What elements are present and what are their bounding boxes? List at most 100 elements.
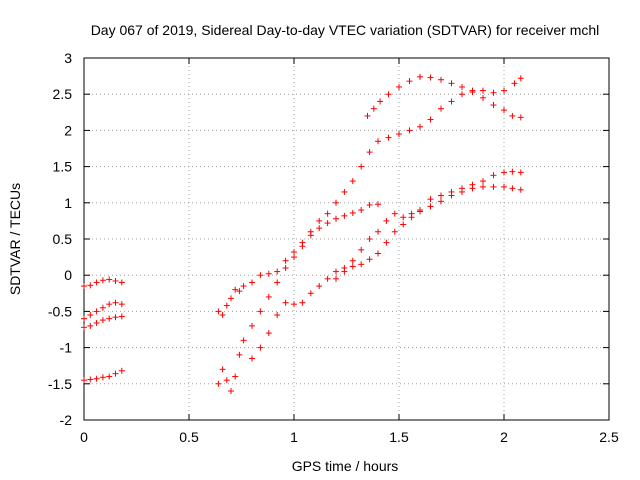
data-point bbox=[249, 279, 255, 286]
series-early-a bbox=[81, 276, 125, 290]
data-point bbox=[517, 75, 524, 82]
data-point bbox=[358, 246, 365, 253]
data-point bbox=[81, 377, 87, 384]
data-point bbox=[106, 315, 113, 322]
data-point bbox=[358, 207, 365, 214]
data-point bbox=[490, 102, 497, 109]
data-point bbox=[480, 178, 486, 185]
data-point bbox=[469, 181, 476, 188]
data-point bbox=[282, 299, 289, 306]
data-point bbox=[438, 198, 444, 205]
y-axis-label: SDTVAR / TECUs bbox=[7, 183, 23, 295]
data-point bbox=[215, 308, 222, 315]
series-sat-4 bbox=[249, 183, 524, 362]
data-point bbox=[324, 220, 331, 227]
data-point bbox=[517, 114, 524, 121]
data-point bbox=[375, 138, 381, 145]
data-point bbox=[501, 107, 507, 114]
y-tick-label: -2 bbox=[60, 412, 73, 428]
data-point bbox=[324, 275, 331, 282]
data-point bbox=[438, 192, 444, 199]
x-tick-label: 2 bbox=[500, 429, 508, 445]
data-point bbox=[257, 344, 264, 351]
data-point bbox=[81, 315, 87, 322]
data-point bbox=[511, 80, 518, 87]
data-point bbox=[265, 330, 272, 337]
data-point bbox=[364, 112, 371, 119]
data-point bbox=[349, 209, 356, 216]
data-point bbox=[232, 373, 239, 380]
data-point bbox=[370, 105, 377, 112]
data-point bbox=[93, 308, 100, 315]
data-point bbox=[501, 183, 507, 190]
data-point bbox=[341, 188, 348, 195]
data-point bbox=[448, 188, 455, 195]
data-point bbox=[448, 98, 455, 105]
data-point bbox=[307, 290, 314, 297]
series-sat-3 bbox=[215, 201, 381, 395]
data-point bbox=[333, 275, 339, 282]
data-point bbox=[501, 87, 507, 94]
series-sat-2 bbox=[364, 73, 524, 121]
data-point bbox=[427, 74, 434, 81]
data-point bbox=[406, 127, 413, 134]
data-point bbox=[366, 149, 373, 156]
y-tick-label: -0.5 bbox=[48, 303, 72, 319]
data-point bbox=[349, 178, 356, 185]
data-point bbox=[93, 279, 100, 286]
data-point bbox=[257, 308, 264, 315]
data-point bbox=[400, 221, 407, 228]
data-point bbox=[427, 203, 434, 210]
data-point bbox=[517, 169, 524, 176]
data-point bbox=[265, 270, 272, 277]
data-point bbox=[236, 288, 243, 295]
data-point bbox=[299, 299, 306, 306]
data-point bbox=[501, 169, 507, 176]
data-point bbox=[81, 324, 87, 331]
data-point bbox=[375, 201, 381, 208]
data-point bbox=[408, 210, 415, 217]
data-point bbox=[417, 207, 423, 214]
data-point bbox=[232, 286, 239, 293]
data-point bbox=[118, 301, 125, 308]
data-point bbox=[299, 243, 306, 250]
data-point bbox=[391, 228, 398, 235]
x-tick-label: 0 bbox=[80, 429, 88, 445]
series-early-b bbox=[81, 299, 125, 322]
data-point bbox=[240, 283, 247, 290]
y-tick-label: 2.5 bbox=[53, 86, 73, 102]
data-point bbox=[509, 168, 516, 175]
data-point bbox=[112, 277, 119, 284]
data-point bbox=[282, 264, 289, 271]
data-point bbox=[219, 366, 226, 373]
y-tick-label: 3 bbox=[64, 50, 72, 66]
series-early-c bbox=[81, 313, 125, 331]
data-point bbox=[106, 301, 113, 308]
data-point bbox=[240, 337, 247, 344]
x-tick-label: 2.5 bbox=[599, 429, 619, 445]
data-point bbox=[341, 268, 348, 275]
data-point bbox=[282, 257, 289, 264]
data-point bbox=[333, 268, 339, 275]
data-point bbox=[417, 123, 423, 130]
data-point bbox=[87, 312, 94, 319]
data-point bbox=[291, 301, 297, 308]
data-point bbox=[333, 215, 339, 222]
data-point bbox=[93, 319, 100, 326]
data-point bbox=[358, 163, 365, 170]
data-point bbox=[228, 388, 234, 395]
data-point bbox=[480, 94, 486, 101]
data-point bbox=[307, 232, 314, 239]
data-point bbox=[396, 83, 402, 90]
data-point bbox=[223, 377, 230, 384]
data-point bbox=[448, 80, 455, 87]
data-point bbox=[112, 299, 119, 306]
grid bbox=[84, 58, 609, 420]
data-point bbox=[99, 374, 106, 381]
data-point bbox=[81, 283, 87, 290]
y-tick-label: 0 bbox=[64, 267, 72, 283]
axis-ticks: 0 0.5 1 1.5 2 2.5 -2 -1.5 -1 -0.5 0 0.5 1 1.5 2 2.5 3 bbox=[48, 50, 619, 445]
data-point bbox=[438, 105, 444, 112]
plot-frame bbox=[83, 57, 610, 421]
